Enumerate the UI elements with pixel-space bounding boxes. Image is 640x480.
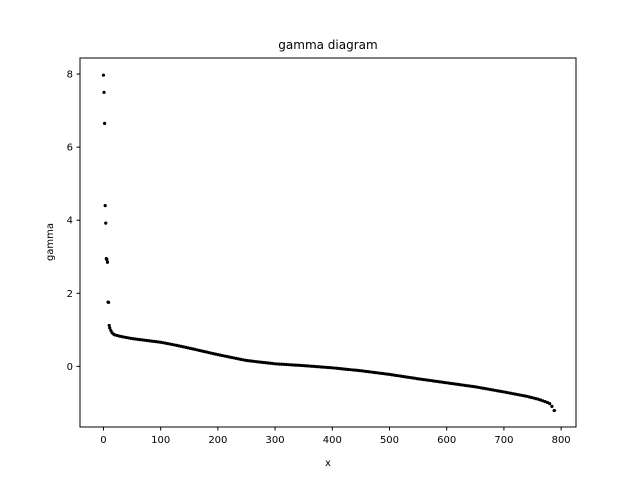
x-axis-label: x <box>325 458 331 469</box>
data-point <box>275 362 279 366</box>
y-tick-label: 6 <box>67 143 73 154</box>
data-point <box>296 363 300 367</box>
data-point <box>328 366 332 370</box>
x-tick-label: 100 <box>151 435 170 446</box>
data-point <box>303 364 307 368</box>
data-point <box>289 363 293 367</box>
x-tick-label: 500 <box>380 435 399 446</box>
y-axis-label: gamma <box>45 223 56 261</box>
data-point <box>105 260 110 264</box>
data-point <box>102 90 106 94</box>
y-tick-label: 0 <box>67 362 73 373</box>
data-point <box>326 365 330 370</box>
y-tick-label: 4 <box>67 216 73 227</box>
data-point <box>319 365 323 369</box>
data-point <box>284 362 289 367</box>
data-point <box>291 363 295 367</box>
x-tick-label: 600 <box>437 435 456 446</box>
data-point <box>548 402 552 406</box>
y-tick-label: 8 <box>67 70 73 81</box>
x-axis-ticks: 0 100 200 300 400 500 600 700 800 <box>100 427 571 446</box>
data-point <box>321 365 325 369</box>
plot-frame <box>79 57 577 428</box>
data-point <box>105 258 109 262</box>
y-tick-label: 2 <box>67 289 73 300</box>
data-point <box>103 121 107 125</box>
data-point <box>298 363 302 367</box>
data-point <box>282 362 286 366</box>
x-tick-label: 400 <box>323 435 342 446</box>
data-point <box>552 408 556 413</box>
data-point <box>294 363 298 367</box>
data-point <box>107 323 111 328</box>
x-tick-label: 0 <box>100 435 106 446</box>
data-point <box>307 364 312 368</box>
data-point <box>300 363 305 368</box>
data-point <box>104 221 108 225</box>
data-point <box>107 300 111 305</box>
data-point <box>278 362 282 366</box>
data-point <box>310 364 314 368</box>
data-point <box>280 362 284 366</box>
data-point <box>103 204 107 208</box>
data-point <box>312 364 316 369</box>
data-point <box>314 364 318 369</box>
data-point <box>101 73 106 77</box>
data-point <box>550 404 554 408</box>
x-tick-label: 200 <box>208 435 227 446</box>
y-axis-ticks: 0 2 4 6 8 <box>67 70 80 373</box>
x-tick-label: 800 <box>552 435 571 446</box>
data-point <box>305 364 309 368</box>
data-point <box>287 363 291 367</box>
x-tick-label: 700 <box>494 435 513 446</box>
data-point <box>108 326 112 330</box>
data-points <box>101 73 556 413</box>
data-point <box>323 365 328 369</box>
x-tick-label: 300 <box>266 435 285 446</box>
data-point <box>316 365 321 369</box>
data-point <box>273 362 277 366</box>
chart-title: gamma diagram <box>278 38 377 52</box>
